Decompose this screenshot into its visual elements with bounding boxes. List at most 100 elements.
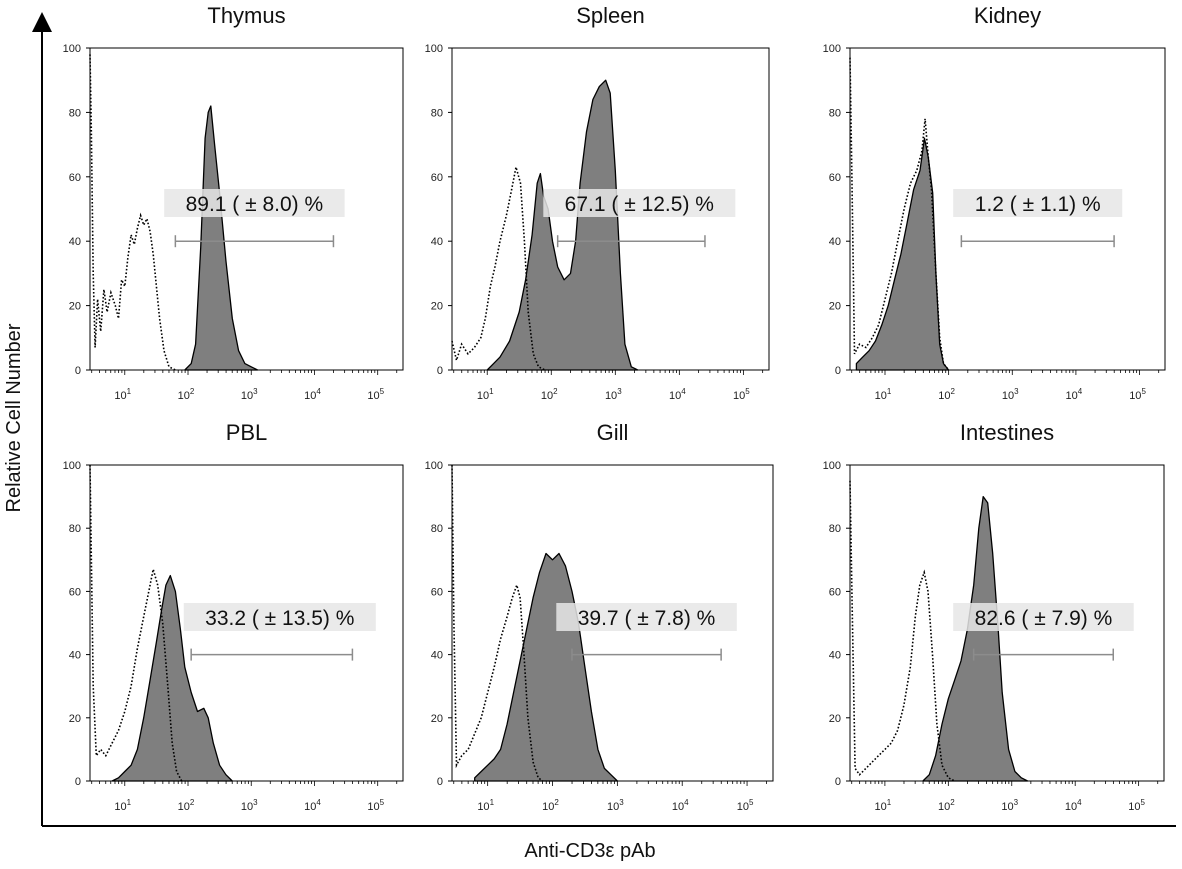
isotype-control-histogram [451,464,544,782]
x-tick-label: 103 [241,798,258,813]
isotype-control-histogram [89,54,176,371]
y-tick-label: 80 [69,107,81,119]
y-tick-label: 100 [823,460,841,472]
percentage-annotation: 33.2 ( ± 13.5) % [205,607,354,630]
y-tick-label: 60 [431,586,443,598]
panel-title: Gill [597,420,629,445]
x-tick-label: 104 [1065,798,1082,813]
y-tick-label: 100 [425,460,443,472]
y-tick-label: 60 [431,172,443,184]
x-tick-exponent: 4 [681,387,686,396]
x-tick-label: 103 [605,387,622,402]
anti-cd3-histogram [111,574,233,782]
percentage-annotation: 67.1 ( ± 12.5) % [565,193,714,216]
anti-cd3-histogram [855,137,950,371]
y-tick-label: 80 [829,523,841,535]
anti-cd3-histogram [474,552,619,782]
x-tick-exponent: 2 [950,798,955,807]
y-tick-label: 40 [69,650,81,662]
annotation-background [543,189,736,217]
y-tick-label: 100 [425,43,443,55]
panel-title: Intestines [960,420,1054,445]
x-tick-label: 102 [178,798,195,813]
y-tick-label: 0 [437,365,443,377]
y-tick-label: 0 [75,365,81,377]
panel-spleen: Spleen 0 20 40 60 80 100 101 102 103 104 105 67.1 ( … [425,3,770,402]
y-tick-label: 40 [829,650,841,662]
percentage-annotation: 1.2 ( ± 1.1) % [975,193,1101,216]
y-tick-label: 0 [75,776,81,788]
y-tick-label: 0 [437,776,443,788]
y-tick-label: 20 [829,713,841,725]
x-tick-label: 102 [541,387,558,402]
x-tick-exponent: 5 [380,798,385,807]
x-tick-exponent: 1 [887,798,892,807]
x-tick-exponent: 5 [1141,387,1146,396]
anti-cd3-histogram [184,105,259,371]
x-minor-ticks [453,370,764,375]
x-tick-label: 102 [178,387,195,402]
x-tick-label: 102 [938,798,955,813]
y-tick-label: 20 [829,301,841,313]
x-minor-ticks [91,370,398,375]
x-tick-exponent: 4 [1077,798,1082,807]
y-tick-label: 80 [431,107,443,119]
x-tick-exponent: 2 [190,798,195,807]
x-tick-label: 103 [1002,387,1019,402]
annotation-background [953,189,1123,217]
x-tick-label: 104 [304,387,321,402]
panel-intestines: Intestines 0 20 40 60 80 100 101 102 103 104 105 82.… [823,420,1165,813]
y-tick-label: 100 [63,43,81,55]
x-tick-label: 104 [669,387,686,402]
panel-gill: Gill 0 20 40 60 80 100 101 102 103 104 105 39.7 ( ± … [425,420,774,813]
y-axis-label: Relative Cell Number [3,323,25,512]
x-tick-label: 103 [1001,798,1018,813]
y-tick-label: 20 [431,301,443,313]
x-tick-label: 105 [367,798,384,813]
x-tick-label: 101 [875,387,892,402]
y-tick-label: 60 [69,586,81,598]
x-tick-exponent: 1 [490,798,495,807]
panel-title: Spleen [576,3,645,28]
x-minor-ticks [851,781,1159,786]
x-tick-label: 101 [477,387,494,402]
x-tick-label: 101 [477,798,494,813]
anti-cd3-histogram [486,79,639,371]
x-tick-exponent: 4 [1078,387,1083,396]
annotation-background [183,603,376,631]
x-tick-label: 105 [1129,387,1146,402]
x-tick-label: 104 [1066,387,1083,402]
y-tick-label: 0 [835,365,841,377]
x-tick-label: 102 [938,387,955,402]
percentage-annotation: 89.1 ( ± 8.0) % [186,193,324,216]
anti-cd3-histogram [922,495,1029,782]
x-minor-ticks [453,781,767,786]
x-tick-exponent: 3 [1014,387,1019,396]
x-minor-ticks [851,370,1160,375]
y-tick-label: 20 [69,301,81,313]
x-tick-exponent: 1 [887,387,892,396]
x-axis-label: Anti-CD3ε pAb [524,840,655,862]
y-tick-label: 0 [835,776,841,788]
panel-frame [849,47,1166,371]
isotype-control-histogram [451,166,546,371]
annotation-background [556,603,737,631]
annotation-background [164,189,345,217]
percentage-annotation: 39.7 ( ± 7.8) % [578,607,716,630]
x-tick-label: 104 [672,798,689,813]
panel-kidney: Kidney 0 20 40 60 80 100 101 102 103 104 105 1.2 ( ±… [823,3,1166,402]
y-tick-label: 60 [829,586,841,598]
x-tick-label: 105 [1128,798,1145,813]
x-tick-exponent: 3 [619,798,624,807]
x-tick-exponent: 1 [127,387,132,396]
y-tick-label: 40 [829,236,841,248]
y-tick-label: 40 [69,236,81,248]
x-tick-label: 101 [114,387,131,402]
x-tick-exponent: 1 [127,798,132,807]
y-tick-label: 20 [69,713,81,725]
x-minor-ticks [91,781,398,786]
x-tick-label: 104 [304,798,321,813]
panel-title: Thymus [207,3,285,28]
x-tick-label: 101 [114,798,131,813]
x-tick-exponent: 4 [316,387,321,396]
